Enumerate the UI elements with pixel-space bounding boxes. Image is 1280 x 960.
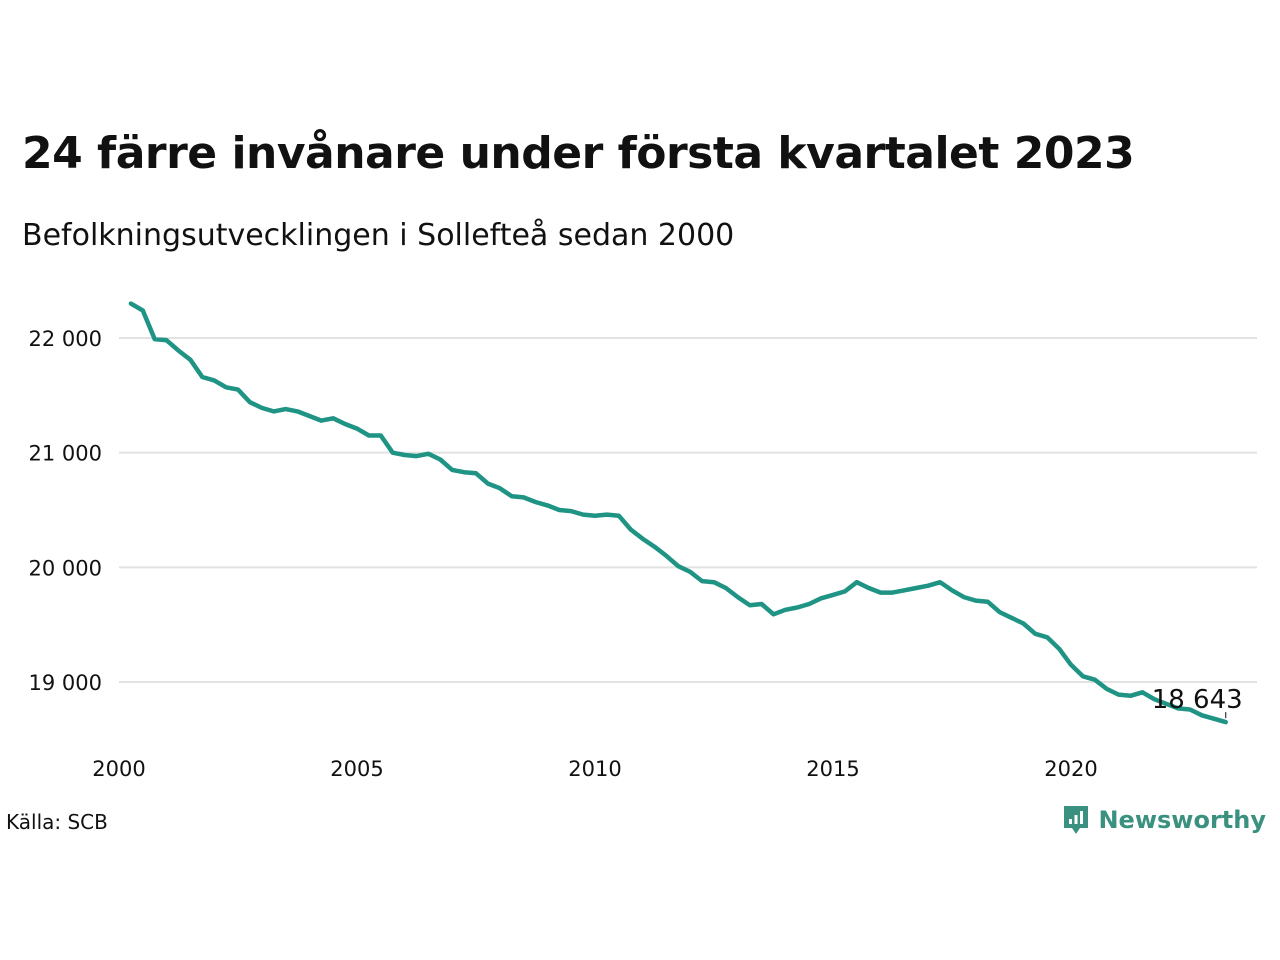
x-tick-label: 2010 [568, 757, 621, 781]
brand-name: Newsworthy [1098, 806, 1266, 834]
chart-subtitle: Befolkningsutvecklingen i Sollefteå seda… [22, 218, 735, 253]
y-tick-label: 21 000 [29, 442, 102, 466]
x-tick-label: 2020 [1044, 757, 1097, 781]
brand-logo: Newsworthy [1062, 804, 1266, 836]
chart-title: 24 färre invånare under första kvartalet… [22, 128, 1135, 179]
y-tick-label: 19 000 [29, 671, 102, 695]
y-tick-label: 20 000 [29, 556, 102, 580]
x-tick-label: 2000 [92, 757, 145, 781]
source-note: Källa: SCB [6, 810, 108, 834]
x-tick-label: 2005 [330, 757, 383, 781]
end-value-label: 18 643 [1152, 685, 1243, 715]
newsworthy-chart-icon [1064, 806, 1089, 834]
series-line [128, 301, 1228, 725]
y-tick-label: 22 000 [29, 327, 102, 351]
x-tick-label: 2015 [806, 757, 859, 781]
